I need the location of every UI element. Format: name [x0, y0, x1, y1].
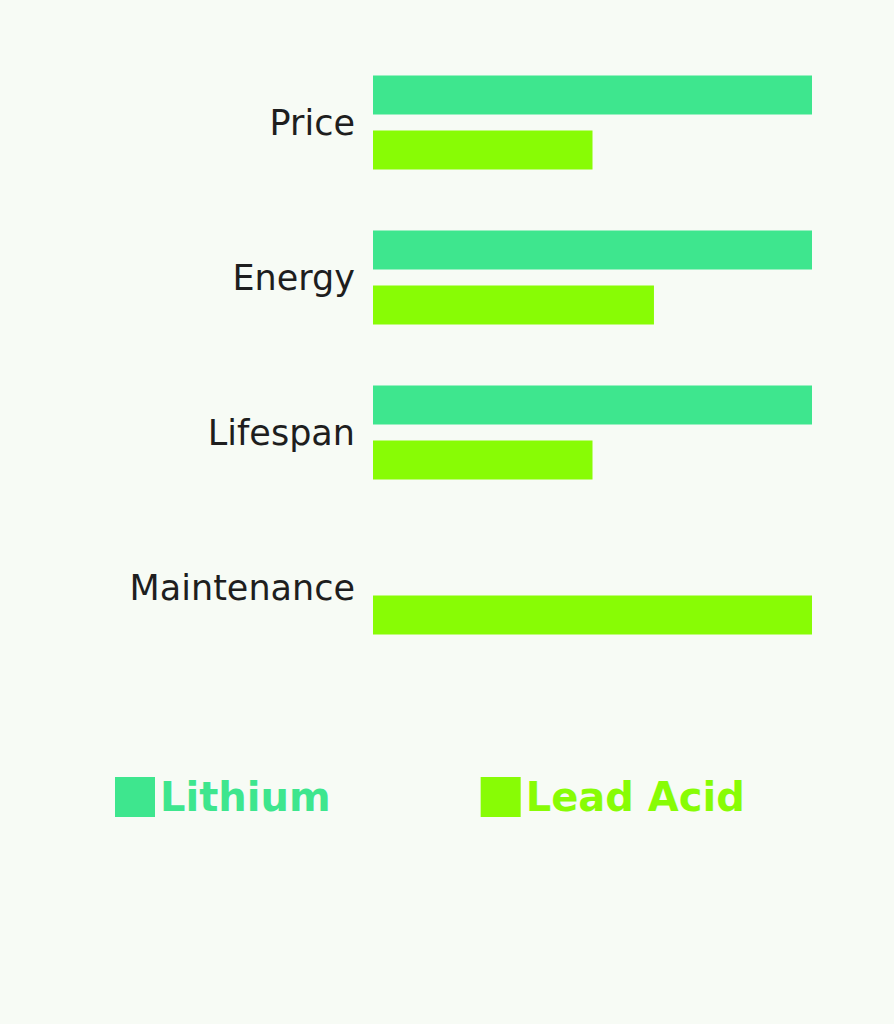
svg-text:Lifespan: Lifespan [208, 413, 355, 453]
svg-text:Lead Acid: Lead Acid [526, 774, 745, 820]
svg-text:Maintenance: Maintenance [130, 568, 355, 608]
svg-text:Energy: Energy [232, 258, 355, 298]
svg-text:Lithium: Lithium [160, 774, 331, 820]
svg-text:Price: Price [270, 103, 355, 143]
